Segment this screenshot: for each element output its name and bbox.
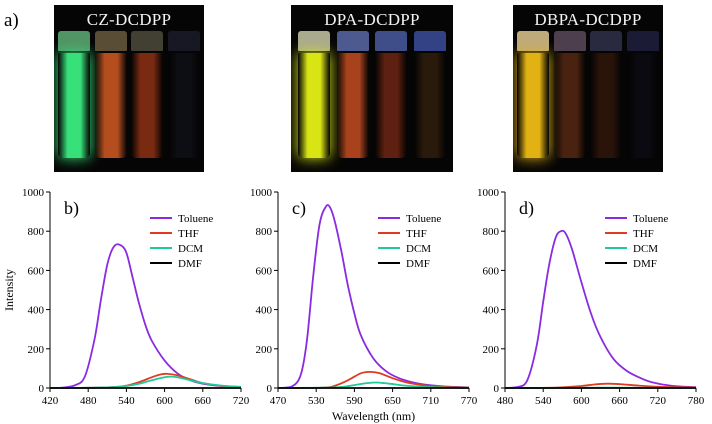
- legend-label: DMF: [178, 258, 202, 270]
- legend-label: Toluene: [406, 213, 441, 225]
- y-tick-label: 600: [483, 265, 500, 277]
- legend-label: DCM: [178, 243, 203, 255]
- photo-dbpa-dcdpp: DBPA-DCDPP: [513, 5, 663, 172]
- vial-toluene: [297, 53, 330, 158]
- vial-dcm: [590, 53, 623, 158]
- vial-cap: [590, 31, 623, 51]
- vial-toluene: [517, 53, 550, 158]
- vial-cap: [336, 31, 369, 51]
- legend-label: Toluene: [633, 213, 668, 225]
- y-tick-label: 400: [28, 305, 45, 317]
- y-tick-label: 200: [483, 344, 500, 356]
- vial-toluene: [58, 53, 91, 158]
- y-tick-label: 0: [267, 383, 273, 395]
- series-line-thf: [277, 370, 470, 389]
- photo-title: DPA-DCDPP: [324, 10, 420, 29]
- x-tick-label: 590: [346, 395, 363, 407]
- x-tick-label: 720: [650, 395, 667, 407]
- x-tick-label: 600: [573, 395, 590, 407]
- vial-cap: [626, 31, 659, 51]
- panel-label: b): [64, 198, 79, 219]
- vial-thf: [553, 53, 586, 158]
- y-tick-label: 1000: [250, 187, 273, 199]
- x-tick-label: 420: [42, 395, 59, 407]
- x-tick-label: 660: [611, 395, 628, 407]
- vial-dmf: [167, 53, 200, 158]
- y-tick-label: 400: [256, 305, 273, 317]
- vial-cap: [58, 31, 91, 51]
- vial-dcm: [131, 53, 164, 158]
- x-tick-label: 720: [233, 395, 250, 407]
- x-tick-label: 710: [423, 395, 440, 407]
- x-tick-label: 540: [535, 395, 552, 407]
- vial-cap: [94, 31, 127, 51]
- y-tick-label: 1000: [477, 187, 500, 199]
- x-tick-label: 650: [384, 395, 401, 407]
- panel-label: c): [292, 198, 306, 219]
- x-tick-label: 780: [688, 395, 705, 407]
- x-tick-label: 530: [308, 395, 325, 407]
- vial-cap: [131, 31, 164, 51]
- vial-cap: [553, 31, 586, 51]
- legend-label: THF: [178, 228, 199, 240]
- legend-label: DCM: [633, 243, 658, 255]
- panel-label-a: a): [4, 10, 19, 31]
- photo-cz-dcdpp: CZ-DCDPP: [54, 5, 204, 172]
- vial-thf: [94, 53, 127, 158]
- y-tick-label: 200: [28, 344, 45, 356]
- y-tick-label: 400: [483, 305, 500, 317]
- vial-dcm: [375, 53, 408, 158]
- vial-cap: [517, 31, 550, 51]
- y-tick-label: 600: [256, 265, 273, 277]
- y-tick-label: 800: [483, 226, 500, 238]
- x-tick-label: 540: [118, 395, 135, 407]
- x-tick-label: 600: [156, 395, 173, 407]
- x-tick-label: 480: [80, 395, 97, 407]
- y-tick-label: 600: [28, 265, 45, 277]
- series-line-toluene: [277, 204, 470, 389]
- vial-cap: [297, 31, 330, 51]
- legend-label: DCM: [406, 243, 431, 255]
- chart-panel-c: 0 200 400 600 800 1000 470 530 590 650 710 770 Tolue…: [250, 187, 478, 423]
- photo-title: CZ-DCDPP: [86, 10, 172, 29]
- y-tick-label: 0: [494, 383, 500, 395]
- y-tick-label: 1000: [22, 187, 45, 199]
- x-axis-title: Wavelength (nm): [332, 409, 415, 423]
- legend-label: DMF: [406, 258, 430, 270]
- vial-thf: [336, 53, 369, 158]
- y-axis-title: Intensity: [2, 269, 16, 311]
- y-tick-label: 800: [256, 226, 273, 238]
- x-tick-label: 470: [270, 395, 287, 407]
- legend-label: THF: [406, 228, 427, 240]
- vial-dmf: [414, 53, 447, 158]
- chart-panel-b: 0 200 400 600 800 1000 420 480 540 600 660 720 Tolue…: [2, 187, 250, 407]
- series-line-toluene: [504, 229, 697, 389]
- legend-label: DMF: [633, 258, 657, 270]
- vial-dmf: [626, 53, 659, 158]
- vial-cap: [167, 31, 200, 51]
- y-tick-label: 200: [256, 344, 273, 356]
- series-line-dcm: [49, 375, 242, 389]
- vial-cap: [414, 31, 447, 51]
- legend-label: Toluene: [178, 213, 213, 225]
- x-tick-label: 770: [461, 395, 478, 407]
- photo-dpa-dcdpp: DPA-DCDPP: [291, 5, 453, 172]
- y-tick-label: 800: [28, 226, 45, 238]
- series-line-toluene: [49, 243, 242, 389]
- vial-cap: [375, 31, 408, 51]
- panel-label: d): [519, 198, 534, 219]
- x-tick-label: 660: [195, 395, 212, 407]
- x-tick-label: 480: [497, 395, 514, 407]
- chart-panel-d: 0 200 400 600 800 1000 480 540 600 660 720 780 Tolue…: [477, 187, 705, 407]
- legend-label: THF: [633, 228, 654, 240]
- y-tick-label: 0: [39, 383, 45, 395]
- photo-title: DBPA-DCDPP: [534, 10, 642, 29]
